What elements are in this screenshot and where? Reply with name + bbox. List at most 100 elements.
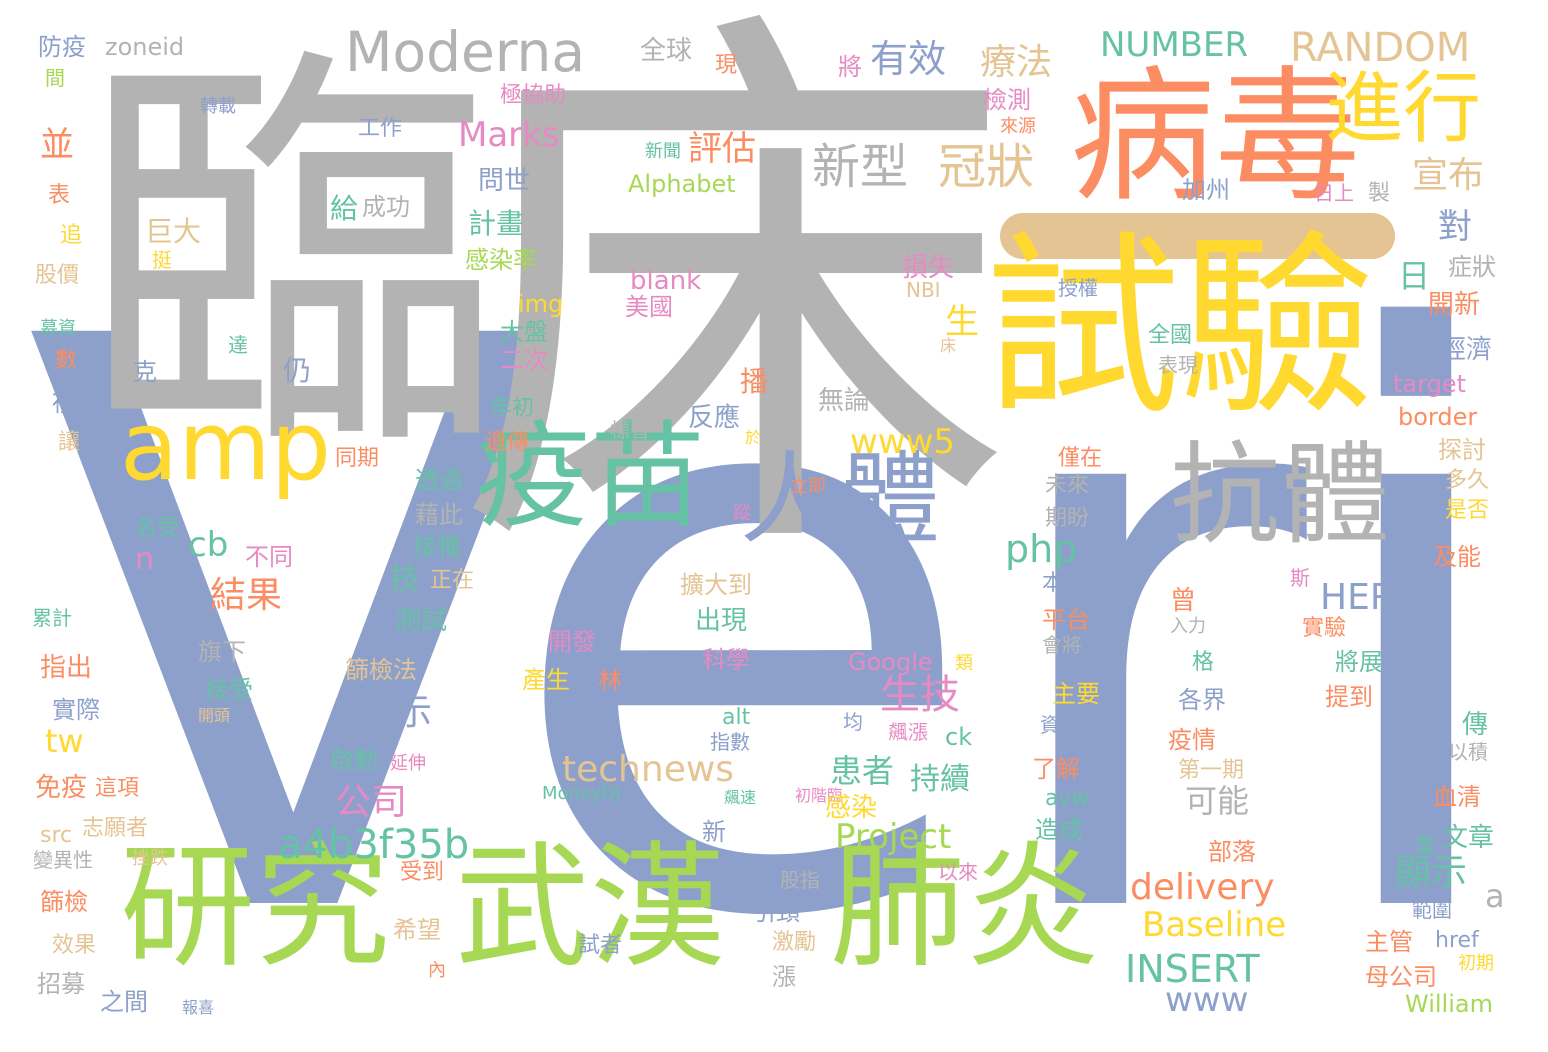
word-term-50: 極協助 (500, 83, 567, 108)
word-term-122: 本文 (1042, 571, 1087, 596)
word-term-147: 各界 (1178, 686, 1226, 714)
word-term-137: 科學 (702, 646, 750, 674)
word-term-101: 遺傳 (485, 430, 530, 455)
word-verily: Verily (25, 175, 1548, 1052)
word-term-3: 試驗 (985, 214, 1375, 441)
word-term-148: 提到 (1325, 683, 1373, 711)
word-term-165: 這項 (95, 776, 140, 801)
word-term-143: 產生 (522, 666, 570, 694)
word-term-6: 武漢 (455, 829, 725, 986)
word-term-163: 第一期 (1178, 758, 1245, 783)
word-term-2: 床 (455, 0, 1015, 621)
word-term-89: 克 (133, 358, 157, 386)
word-term-198: 母公司 (1365, 963, 1437, 991)
word-nbi: NBI (906, 278, 941, 302)
word-term-190: 試者 (578, 933, 623, 958)
word-term-48: 將 (838, 53, 862, 81)
word-moderna: Moderna (345, 20, 586, 84)
word-term-135: 會將 (1042, 633, 1082, 657)
word-target: target (1393, 370, 1466, 398)
word-term-146: 主要 (1052, 680, 1100, 708)
word-term-28: 表示 (360, 692, 433, 733)
word-term-47: 現 (715, 53, 738, 78)
word-term-39: 患者 (830, 752, 895, 790)
word-term-20: 宣布 (1412, 155, 1485, 196)
word-william: William (1405, 990, 1493, 1018)
word-www: www (1165, 980, 1249, 1020)
word-moneydj: MoneyDJ (542, 783, 621, 804)
word-term-9: 抗體 (1170, 431, 1390, 559)
word-term-110: 多久 (1445, 468, 1490, 493)
word-term-94: 無論 (818, 386, 871, 416)
word-term-69: 對 (1438, 207, 1472, 247)
word-term-55: 新聞 (645, 141, 681, 162)
word-here: HERE (1320, 577, 1418, 618)
word-term-155: 指數 (710, 730, 750, 754)
word-term-68: 感染率 (465, 246, 537, 274)
word-term-75: 日 (1398, 257, 1431, 295)
word-term-189: 效果 (52, 933, 97, 958)
word-term-70: 股價 (35, 263, 80, 288)
word-term-194: 初期 (1458, 953, 1494, 974)
word-term-98: 反應 (688, 403, 741, 433)
word-term-51: 檢測 (983, 86, 1031, 114)
word-term-178: 挫跌 (132, 848, 168, 869)
word-term-41: 可能 (1185, 782, 1250, 820)
word-term-131: 入力 (1170, 616, 1206, 637)
word-term-49: 轉載 (200, 96, 236, 117)
word-term-136: 指出 (40, 653, 93, 683)
word-term-81: 大盤 (500, 318, 548, 346)
word-delivery: delivery (1130, 867, 1275, 908)
word-term-46: 全球 (640, 36, 693, 66)
word-baseline: Baseline (1142, 905, 1287, 945)
word-src: src (40, 823, 73, 848)
word-term-132: 實驗 (1302, 616, 1347, 641)
word-term-187: 引頸 (752, 898, 800, 926)
word-www5: www5 (850, 422, 956, 462)
word-term-80: 募資 (40, 318, 76, 339)
word-term-128: 測試 (395, 606, 448, 636)
word-term-56: 問世 (478, 166, 531, 196)
word-alt: alt (722, 705, 751, 730)
word-cb: cb (188, 525, 229, 565)
word-term-172: 志願者 (82, 816, 149, 841)
word-term-5: 研究 (120, 829, 390, 986)
word-term-156: 飆漲 (888, 720, 928, 744)
word-term-103: 探討 (1438, 436, 1486, 464)
word-term-183: 以來 (938, 860, 978, 884)
word-term-52: 來源 (1000, 116, 1036, 137)
word-term-160: 啟動 (330, 746, 378, 774)
word-technews: technews (562, 749, 735, 790)
word-term-123: 技 (390, 562, 420, 597)
word-term-170: 血清 (1433, 783, 1481, 811)
word-google: Google (848, 648, 933, 676)
word-term-1: 臨 (80, 15, 500, 504)
word-term-26: 結果 (210, 575, 283, 616)
word-img: img (518, 290, 564, 318)
word-term-86: 數 (55, 348, 78, 373)
word-project: Project (835, 817, 952, 857)
decorative-bar (1000, 213, 1395, 259)
word-term-73: 授權 (1058, 276, 1098, 300)
word-term-106: 僅在 (1058, 446, 1103, 471)
word-term-95: 複 (52, 388, 79, 418)
word-a4b3f35b: a4b3f35b (278, 822, 470, 868)
word-term-4: 病毒 (1070, 53, 1360, 222)
word-term-109: 未來 (1045, 473, 1090, 498)
word-term-108: 透過 (415, 466, 463, 494)
word-blank: blank (630, 266, 702, 296)
word-term-149: 實際 (52, 696, 100, 724)
word-term-84: 達 (228, 333, 248, 357)
word-term-119: 首圖 (158, 565, 194, 586)
word-amp: amp (120, 392, 332, 502)
word-term-107: 立即 (790, 476, 826, 497)
word-term-61: 加州 (1182, 176, 1230, 204)
word-term-179: 業 (1415, 833, 1435, 857)
word-term-117: 不同 (245, 543, 293, 571)
word-term-104: 上 (90, 453, 108, 474)
word-term-40: 持續 (910, 762, 970, 797)
word-term-38: 顯示 (1395, 852, 1468, 893)
word-term-27: 生技 (880, 672, 960, 718)
word-border: border (1398, 403, 1478, 431)
word-term-72: 損失 (902, 253, 955, 283)
